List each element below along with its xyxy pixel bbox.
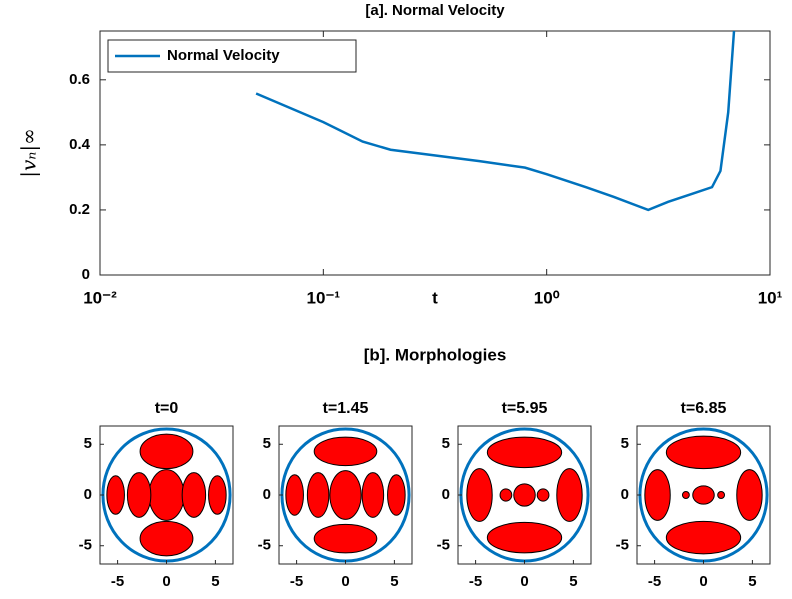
blob [556, 468, 583, 522]
panel-title: t=1.45 [323, 400, 369, 417]
blob [717, 490, 726, 500]
y-axis-label: |vₙ|∞ [17, 128, 42, 178]
blob [285, 474, 304, 516]
x-tick-label: -5 [290, 573, 303, 590]
blob [665, 520, 742, 555]
y-tick-label: -5 [79, 537, 92, 554]
y-tick-label: 5 [621, 435, 629, 452]
axes-box [99, 30, 771, 276]
x-tick-label: 0 [699, 573, 707, 590]
blob [692, 485, 715, 505]
legend-label: Normal Velocity [167, 47, 280, 64]
line-series [255, 31, 736, 212]
y-tick-label: 0 [82, 266, 90, 283]
y-tick-label: 5 [442, 435, 450, 452]
blob [306, 472, 330, 518]
blob [106, 475, 125, 515]
blob [387, 474, 406, 516]
x-tick-label: -5 [111, 573, 124, 590]
blob [313, 523, 378, 554]
x-tick-label: 5 [748, 573, 756, 590]
section-title: [b]. Morphologies [364, 345, 507, 364]
y-tick-label: 0.2 [69, 201, 90, 218]
x-tick-label: 10⁰ [534, 288, 560, 307]
blob [486, 521, 563, 554]
x-tick-label: -5 [648, 573, 661, 590]
blob [681, 490, 690, 500]
y-tick-label: 0 [442, 486, 450, 503]
blob [361, 472, 385, 518]
x-tick-label: 0 [162, 573, 170, 590]
blob [665, 435, 742, 470]
blob [486, 436, 563, 469]
blob [513, 483, 536, 507]
y-tick-label: -5 [258, 537, 271, 554]
blob [181, 472, 207, 518]
panel-title: t=6.85 [681, 400, 727, 417]
y-tick-label: 0.6 [69, 71, 90, 88]
x-tick-label: 10¹ [758, 288, 783, 307]
x-tick-label: 10⁻¹ [307, 288, 341, 307]
x-tick-label: 0 [341, 573, 349, 590]
x-tick-label: 5 [390, 573, 398, 590]
x-tick-label: 5 [569, 573, 577, 590]
blob [208, 475, 227, 515]
panel-title: t=0 [155, 400, 179, 417]
y-tick-label: -5 [616, 537, 629, 554]
y-tick-label: 0.4 [69, 136, 91, 153]
x-tick-label: 0 [520, 573, 528, 590]
chart-title: [a]. Normal Velocity [365, 2, 505, 19]
blob [499, 488, 513, 502]
blob [644, 469, 671, 521]
blob [466, 468, 493, 522]
y-tick-label: -5 [437, 537, 450, 554]
blob [126, 472, 152, 518]
blob [139, 520, 194, 557]
y-tick-label: 0 [263, 486, 271, 503]
blob [329, 470, 362, 520]
blob [736, 469, 763, 521]
x-axis-label: t [432, 288, 438, 307]
x-tick-label: -5 [469, 573, 482, 590]
y-tick-label: 0 [621, 486, 629, 503]
blob [148, 469, 185, 521]
x-tick-label: 5 [211, 573, 219, 590]
y-tick-label: 5 [84, 435, 92, 452]
panel-title: t=5.95 [502, 400, 548, 417]
blob [536, 488, 550, 502]
y-tick-label: 0 [84, 486, 92, 503]
blob [139, 433, 194, 470]
x-tick-label: 10⁻² [83, 288, 117, 307]
y-tick-label: 5 [263, 435, 271, 452]
blob [313, 436, 378, 467]
